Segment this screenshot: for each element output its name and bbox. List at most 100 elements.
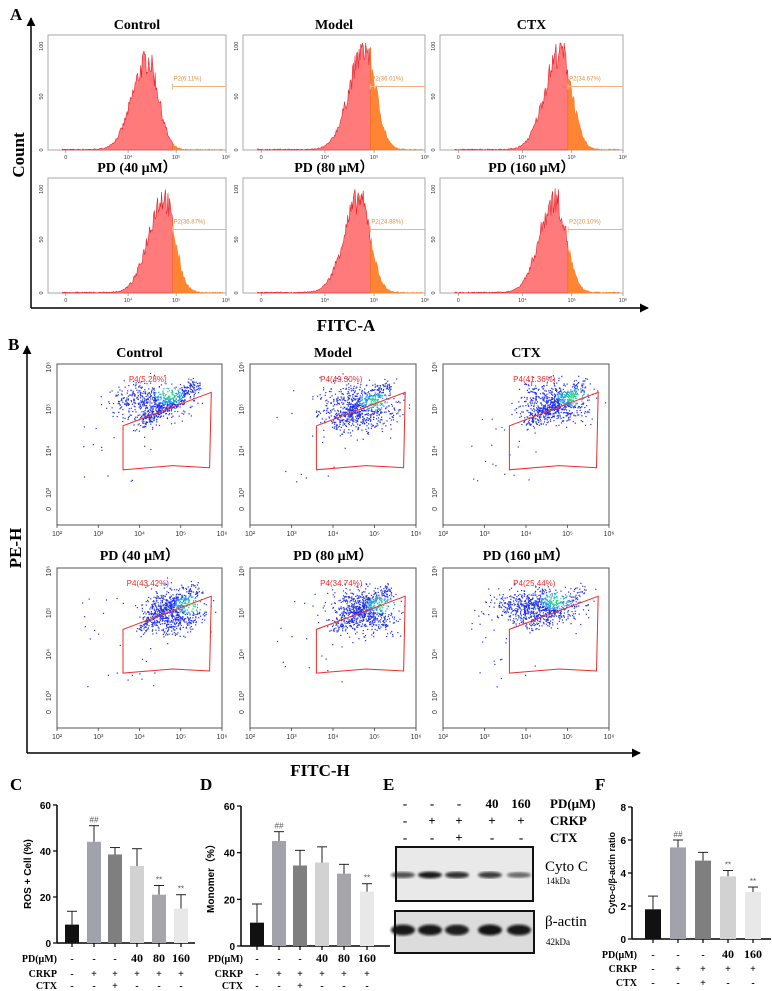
event-dot: [516, 603, 518, 605]
event-dot: [361, 399, 363, 401]
y-tick-label: 10⁴: [46, 649, 53, 660]
event-dot: [529, 412, 532, 414]
event-dot: [143, 411, 145, 413]
event-dot: [370, 398, 372, 400]
event-dot: [145, 426, 147, 428]
event-dot: [158, 407, 160, 409]
dot-cloud: [276, 373, 411, 483]
event-dot: [382, 590, 384, 592]
event-dot: [192, 584, 194, 586]
event-dot: [359, 395, 361, 397]
event-dot: [537, 418, 539, 420]
event-dot: [333, 628, 335, 631]
event-dot: [581, 383, 583, 385]
event-dot: [185, 627, 188, 629]
event-dot: [173, 597, 175, 599]
event-dot: [365, 588, 367, 590]
histogram-below-gate: [61, 50, 173, 151]
event-dot: [170, 595, 172, 597]
event-dot: [382, 594, 384, 596]
event-dot: [519, 405, 521, 407]
event-dot: [175, 392, 177, 395]
histogram-below-gate: [454, 188, 569, 294]
event-dot: [366, 400, 368, 402]
event-dot: [147, 628, 149, 630]
event-dot: [369, 397, 371, 400]
event-dot: [574, 390, 576, 392]
event-dot: [140, 416, 143, 418]
event-dot: [376, 594, 378, 596]
event-dot: [133, 424, 135, 426]
event-dot: [155, 598, 157, 600]
event-dot: [387, 615, 389, 618]
event-dot: [369, 618, 371, 620]
event-dot: [366, 597, 368, 599]
event-dot: [567, 401, 569, 403]
event-dot: [384, 622, 386, 624]
event-dot: [154, 672, 156, 674]
event-dot: [165, 617, 167, 619]
event-dot: [571, 412, 573, 414]
event-dot: [508, 601, 510, 603]
event-dot: [366, 394, 368, 396]
event-dot: [499, 594, 501, 596]
event-dot: [143, 397, 146, 399]
event-dot: [548, 376, 550, 379]
event-dot: [351, 621, 353, 623]
event-dot: [148, 414, 150, 416]
event-dot: [153, 685, 155, 687]
event-dot: [374, 412, 376, 414]
event-dot: [549, 588, 551, 590]
event-dot: [553, 419, 555, 422]
event-dot: [130, 399, 132, 402]
event-dot: [167, 629, 169, 632]
event-dot: [153, 394, 155, 396]
event-dot: [374, 617, 376, 619]
event-dot: [365, 604, 367, 607]
event-dot: [160, 413, 162, 415]
event-dot: [138, 381, 140, 384]
event-dot: [345, 596, 348, 598]
event-dot: [153, 601, 155, 603]
event-dot: [533, 403, 535, 405]
event-dot: [376, 598, 378, 601]
event-dot: [537, 419, 539, 421]
event-dot: [160, 402, 162, 404]
event-dot: [323, 389, 325, 391]
event-dot: [561, 394, 563, 396]
event-dot: [361, 591, 363, 594]
event-dot: [194, 604, 196, 606]
event-dot: [147, 621, 149, 623]
event-dot: [559, 387, 561, 389]
event-dot: [174, 400, 176, 403]
event-dot: [371, 410, 373, 412]
event-dot: [362, 623, 364, 625]
event-dot: [360, 596, 362, 598]
event-dot: [372, 601, 374, 603]
event-dot: [360, 608, 363, 611]
event-dot: [167, 608, 170, 611]
event-dot: [538, 396, 540, 398]
event-dot: [369, 603, 371, 606]
event-dot: [145, 660, 147, 662]
event-dot: [189, 397, 191, 399]
event-dot: [348, 403, 350, 405]
event-dot: [565, 412, 567, 414]
event-dot: [161, 620, 163, 622]
event-dot: [167, 618, 169, 620]
event-dot: [386, 595, 388, 597]
event-dot: [159, 607, 161, 610]
event-dot: [181, 596, 183, 598]
event-dot: [338, 425, 341, 427]
event-dot: [520, 610, 522, 613]
event-dot: [568, 400, 570, 402]
event-dot: [554, 407, 556, 409]
y-axis-label: Count: [9, 132, 28, 178]
event-dot: [339, 614, 341, 616]
event-dot: [526, 628, 528, 630]
event-dot: [338, 628, 340, 630]
event-dot: [125, 403, 127, 405]
event-dot: [168, 620, 170, 622]
event-dot: [183, 619, 185, 621]
